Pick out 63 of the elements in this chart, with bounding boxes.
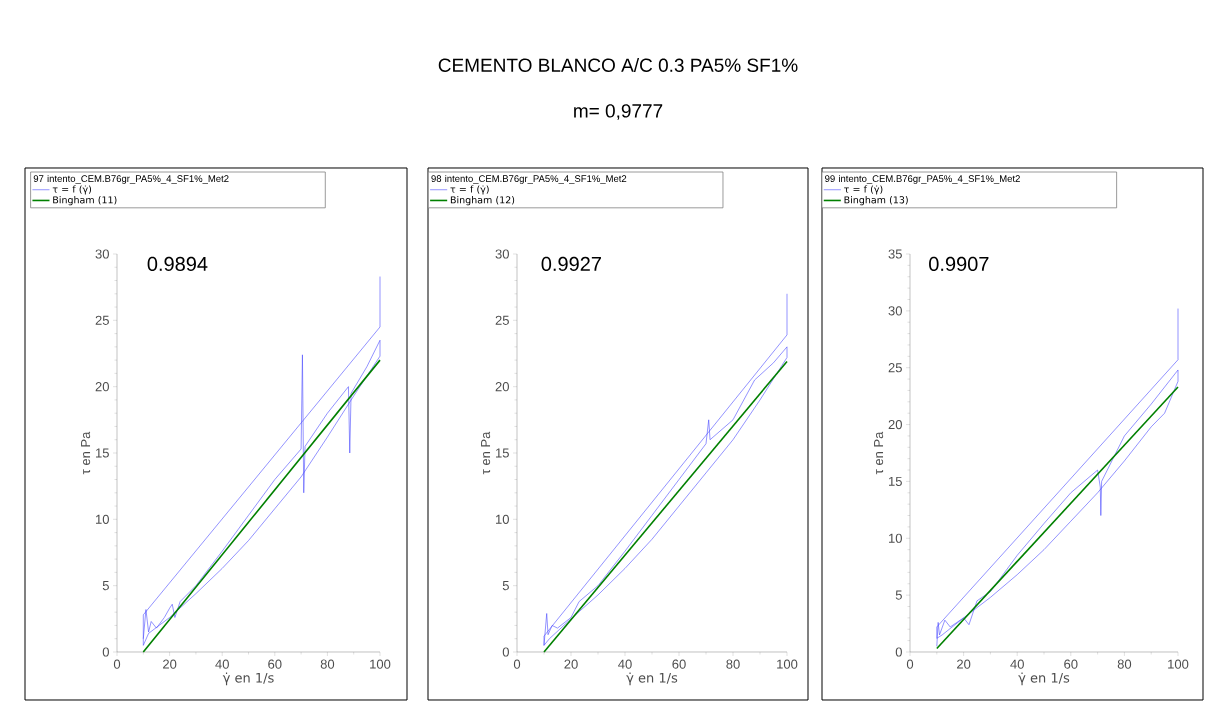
y-tick-label: 20 [95, 382, 109, 392]
x-tick-label: 40 [1010, 659, 1024, 669]
y-axis-title: τ en Pa [874, 431, 884, 475]
y-tick-label: 25 [495, 315, 509, 325]
y-tick-label: 5 [895, 590, 902, 600]
y-tick-label: 35 [888, 249, 902, 259]
x-axis-title: γ̇ en 1/s [626, 672, 678, 686]
x-tick-label: 0 [113, 659, 121, 669]
y-axis-title: τ en Pa [81, 431, 91, 475]
x-tick-label: 60 [268, 659, 282, 669]
y-tick-label: 10 [889, 533, 902, 543]
line-series [936, 308, 1179, 647]
annotation: 0.9894 [147, 256, 208, 272]
y-tick-label: 5 [502, 581, 509, 591]
x-tick-label: 0 [513, 659, 521, 669]
legend-label: τ = f (γ̇) [844, 185, 883, 195]
y-tick-label: 30 [888, 306, 902, 316]
x-tick-label: 80 [1117, 659, 1132, 669]
legend-label: Bingham (11) [53, 196, 117, 206]
legend-label: τ = f (γ̇) [450, 185, 489, 195]
x-tick-label: 20 [163, 659, 177, 669]
annotation: 0.9907 [929, 256, 989, 272]
legend-label: Bingham (12) [450, 196, 515, 206]
x-tick-label: 100 [370, 659, 391, 669]
legend-title: 99 intento_CEM.B76gr_PA5%_4_SF1%_Met2 [825, 175, 1020, 184]
y-axis-title: τ en Pa [481, 431, 491, 475]
y-tick-label: 30 [95, 249, 109, 259]
x-tick-label: 100 [1168, 659, 1189, 669]
x-tick-label: 20 [564, 659, 578, 669]
x-tick-label: 100 [777, 659, 798, 669]
x-tick-label: 60 [1064, 659, 1078, 669]
y-tick-label: 20 [888, 419, 902, 430]
y-tick-label: 25 [888, 363, 902, 373]
legend-title: 98 intento_CEM.B76gr_PA5%_4_SF1%_Met2 [431, 175, 627, 184]
y-tick-label: 30 [495, 249, 509, 259]
x-tick-label: 40 [215, 659, 229, 669]
line-series [143, 276, 381, 646]
x-tick-label: 0 [906, 659, 914, 669]
y-tick-label: 0 [502, 647, 509, 657]
annotation: 0.9927 [541, 256, 601, 272]
x-tick-label: 80 [726, 659, 740, 669]
y-tick-label: 15 [496, 448, 509, 458]
x-tick-label: 40 [618, 659, 632, 669]
legend-label: τ = f (γ̇) [52, 185, 92, 195]
y-tick-label: 5 [102, 581, 109, 591]
legend-title: 97 intento_CEM.B76gr_PA5%_4_SF1%_Met2 [33, 175, 229, 184]
legend-label: Bingham (13) [844, 196, 908, 206]
x-axis-title: γ̇ en 1/s [222, 672, 274, 686]
x-tick-label: 20 [957, 659, 971, 669]
x-tick-label: 60 [672, 659, 686, 669]
x-tick-label: 80 [320, 659, 335, 669]
y-tick-label: 25 [95, 315, 109, 325]
y-tick-label: 10 [496, 514, 509, 524]
line-series [543, 293, 788, 646]
y-tick-label: 20 [495, 382, 509, 392]
chart-title: CEMENTO BLANCO A/C 0.3 PA5% SF1% [438, 58, 798, 72]
chart-subtitle: m= 0,9777 [574, 104, 663, 120]
y-tick-label: 0 [102, 647, 109, 657]
x-axis-title: γ̇ en 1/s [1018, 672, 1070, 686]
y-tick-label: 10 [96, 514, 109, 524]
y-tick-label: 0 [895, 647, 902, 657]
y-tick-label: 15 [96, 448, 109, 458]
y-tick-label: 15 [889, 476, 902, 486]
